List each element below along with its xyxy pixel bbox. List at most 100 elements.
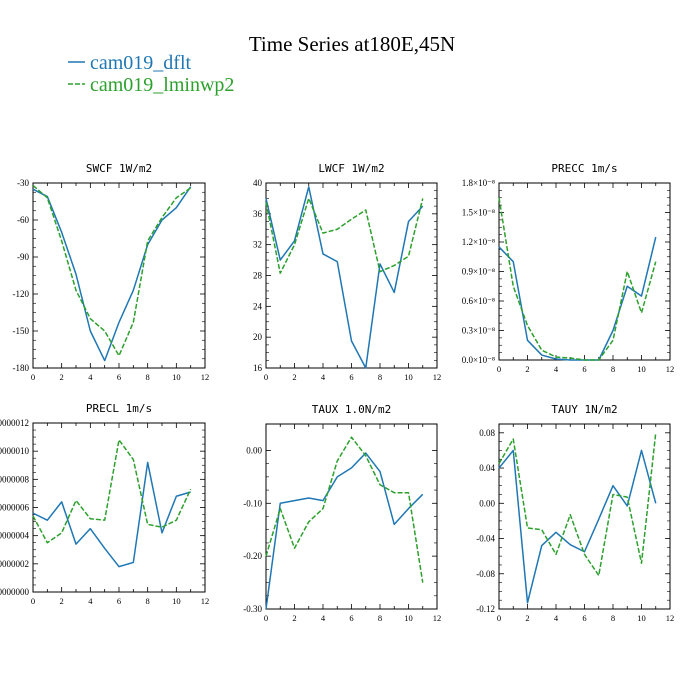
lwcf-ytick-label: 24 bbox=[253, 301, 263, 311]
precl-title: PRECL 1m/s bbox=[86, 402, 152, 415]
tauy-title: TAUY 1N/m2 bbox=[551, 403, 617, 416]
swcf-panel: SWCF 1W/m2 0 2 4 6 8 10 12 -180 -150 -120 -90 -60 -30 bbox=[13, 162, 210, 382]
lwcf-series-cam019-lminwp2 bbox=[265, 197, 424, 274]
swcf-xtick-label: 8 bbox=[146, 372, 150, 382]
swcf-plot-frame bbox=[32, 182, 206, 369]
tauy-xtick-label: 2 bbox=[525, 613, 529, 623]
swcf-ytick-label: -150 bbox=[13, 326, 30, 336]
legend-label-dflt: cam019_dflt bbox=[90, 52, 192, 74]
swcf-xtick-label: 12 bbox=[201, 372, 210, 382]
precc-plot-frame bbox=[498, 182, 671, 361]
tauy-series-cam019-lminwp2 bbox=[498, 432, 657, 577]
precc-ytick-label: 1.8×10⁻⁸ bbox=[462, 178, 495, 188]
tauy-ytick-label: 0.08 bbox=[479, 428, 495, 438]
swcf-ytick-label: -30 bbox=[17, 178, 29, 188]
lwcf-title: LWCF 1W/m2 bbox=[318, 162, 384, 175]
subplot-grid: SWCF 1W/m20 2 4 6 8 10 12-180-150-120-90-60-30… bbox=[0, 162, 674, 623]
lwcf-xtick-label: 10 bbox=[404, 372, 413, 382]
swcf-xtick-label: 4 bbox=[88, 372, 93, 382]
precl-xtick-label: 0 bbox=[31, 596, 35, 606]
legend-label-lminwp2: cam019_lminwp2 bbox=[90, 74, 234, 96]
swcf-ytick-label: -60 bbox=[17, 215, 29, 225]
precl-ytick-label: 0.0000008 bbox=[0, 474, 30, 484]
taux-ytick-label: -0.20 bbox=[243, 551, 262, 561]
lwcf-ytick-label: 28 bbox=[253, 271, 263, 281]
tauy-xtick-label: 4 bbox=[554, 613, 559, 623]
taux-ytick-label: -0.10 bbox=[243, 498, 262, 508]
lwcf-series-cam019-dflt bbox=[265, 186, 424, 369]
taux-xtick-label: 10 bbox=[404, 613, 413, 623]
tauy-xtick-label: 12 bbox=[666, 613, 675, 623]
figure-title: Time Series at180E,45N bbox=[249, 32, 455, 56]
precc-series-cam019-dflt bbox=[498, 236, 657, 361]
precc-xtick-label: 2 bbox=[525, 364, 529, 374]
precc-xtick-label: 6 bbox=[582, 364, 586, 374]
swcf-ytick-label: -120 bbox=[13, 289, 30, 299]
tauy-ytick-label: -0.12 bbox=[476, 604, 495, 614]
precc-title: PRECC 1m/s bbox=[551, 162, 617, 175]
precl-xtick-label: 6 bbox=[117, 596, 121, 606]
swcf-xtick-label: 0 bbox=[31, 372, 35, 382]
tauy-xtick-label: 6 bbox=[582, 613, 586, 623]
precl-xtick-label: 4 bbox=[88, 596, 93, 606]
tauy-plot-frame bbox=[498, 423, 671, 610]
precc-ytick-label: 1.5×10⁻⁸ bbox=[462, 208, 495, 218]
tauy-ytick-label: -0.04 bbox=[476, 534, 495, 544]
precl-ytick-label: 0.0000004 bbox=[0, 531, 30, 541]
precl-ytick-label: 0.0000006 bbox=[0, 503, 30, 513]
lwcf-xtick-label: 12 bbox=[433, 372, 442, 382]
precl-xtick-label: 10 bbox=[172, 596, 181, 606]
precc-ytick-label: 1.2×10⁻⁸ bbox=[462, 237, 495, 247]
taux-xtick-label: 4 bbox=[321, 613, 326, 623]
taux-xtick-label: 2 bbox=[292, 613, 296, 623]
lwcf-xtick-label: 0 bbox=[264, 372, 268, 382]
precc-xtick-label: 8 bbox=[611, 364, 615, 374]
taux-plot-frame bbox=[265, 423, 438, 610]
lwcf-ytick-label: 32 bbox=[253, 240, 262, 250]
precc-xtick-label: 12 bbox=[666, 364, 675, 374]
lwcf-ytick-label: 20 bbox=[253, 332, 263, 342]
lwcf-xtick-label: 2 bbox=[292, 372, 296, 382]
precl-xtick-label: 8 bbox=[146, 596, 150, 606]
tauy-panel: TAUY 1N/m2 0 2 4 6 8 10 12 -0.12 -0.08 -0.04 0.00 0.… bbox=[476, 403, 674, 623]
swcf-ytick-label: -180 bbox=[13, 363, 30, 373]
taux-xtick-label: 6 bbox=[349, 613, 353, 623]
taux-series-cam019-dflt bbox=[265, 452, 424, 610]
precc-ytick-label: 0.0×10⁻⁸ bbox=[462, 355, 495, 365]
lwcf-ytick-label: 36 bbox=[253, 209, 263, 219]
tauy-ytick-label: -0.08 bbox=[476, 569, 495, 579]
swcf-xtick-label: 10 bbox=[172, 372, 181, 382]
tauy-ytick-label: 0.00 bbox=[479, 498, 495, 508]
taux-series-cam019-lminwp2 bbox=[265, 436, 424, 583]
taux-xtick-label: 0 bbox=[264, 613, 268, 623]
tauy-xtick-label: 10 bbox=[637, 613, 646, 623]
swcf-title: SWCF 1W/m2 bbox=[86, 162, 152, 175]
taux-xtick-label: 8 bbox=[378, 613, 382, 623]
swcf-ytick-label: -90 bbox=[17, 252, 29, 262]
swcf-xtick-label: 6 bbox=[117, 372, 121, 382]
swcf-xtick-label: 2 bbox=[60, 372, 64, 382]
precl-xtick-label: 2 bbox=[60, 596, 64, 606]
lwcf-xtick-label: 4 bbox=[321, 372, 326, 382]
precc-xtick-label: 10 bbox=[637, 364, 646, 374]
lwcf-xtick-label: 6 bbox=[349, 372, 353, 382]
taux-ytick-label: -0.30 bbox=[243, 604, 262, 614]
precc-ytick-label: 0.6×10⁻⁸ bbox=[462, 296, 495, 306]
precc-ytick-label: 0.3×10⁻⁸ bbox=[462, 326, 495, 336]
precc-panel: PRECC 1m/s 0 2 4 6 8 10 12 0.0×10⁻⁸ 0.3×10⁻⁸ 0.6×1… bbox=[462, 162, 674, 374]
lwcf-xtick-label: 8 bbox=[378, 372, 382, 382]
tauy-xtick-label: 8 bbox=[611, 613, 615, 623]
precc-xtick-label: 0 bbox=[497, 364, 501, 374]
tauy-series-cam019-dflt bbox=[498, 449, 657, 604]
tauy-xtick-label: 0 bbox=[497, 613, 501, 623]
precc-ytick-label: 0.9×10⁻⁸ bbox=[462, 267, 495, 277]
precl-ytick-label: 0.0000010 bbox=[0, 446, 30, 456]
swcf-series-cam019-dflt bbox=[32, 186, 192, 362]
lwcf-ytick-label: 40 bbox=[253, 178, 263, 188]
taux-ytick-label: 0.00 bbox=[246, 445, 262, 455]
